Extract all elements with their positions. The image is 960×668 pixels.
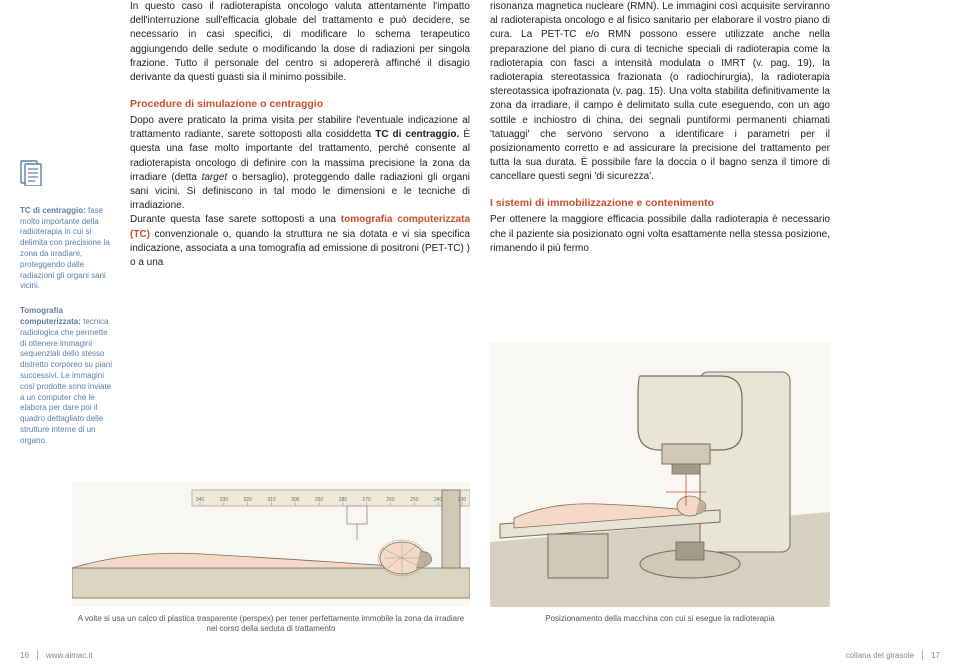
p2-a: Durante questa fase sarete sottoposti a … bbox=[130, 214, 341, 225]
glossary-term-2: Tomografia computerizzata: tecnica radio… bbox=[20, 306, 115, 446]
footer-left: 16 www.aimac.it bbox=[0, 650, 480, 660]
footer-right: collana del girasole 17 bbox=[480, 650, 960, 660]
left-column-text: In questo caso il radioterapista oncolog… bbox=[130, 0, 470, 270]
glossary-term-1: TC di centraggio: fase molto importante … bbox=[20, 206, 115, 292]
p2-b: convenzionale o, quando la struttura ne … bbox=[130, 229, 470, 268]
intro-paragraph: In questo caso il radioterapista oncolog… bbox=[130, 0, 470, 85]
footer-series: collana del girasole bbox=[846, 651, 915, 660]
footer-separator-left bbox=[37, 650, 38, 660]
subheading-simulation: Procedure di simulazione o centraggio bbox=[130, 97, 470, 112]
page-number-16: 16 bbox=[20, 651, 29, 660]
glossary-term-2-title: Tomografia computerizzata: bbox=[20, 306, 81, 326]
sidebar-glossary: TC di centraggio: fase molto importante … bbox=[20, 160, 115, 461]
body-paragraph-3: Per ottenere la maggiore efficacia possi… bbox=[490, 213, 830, 256]
glossary-term-2-body: tecnica radiologica che permette di otte… bbox=[20, 317, 112, 445]
illustration-perspex-mask: 340330320310300290280270260250240230 bbox=[72, 482, 470, 607]
illustration-radiotherapy-machine bbox=[490, 342, 830, 607]
footer-separator-right bbox=[922, 650, 923, 660]
page-spread: TC di centraggio: fase molto importante … bbox=[0, 0, 960, 668]
caption-right: Posizionamento della macchina con cui si… bbox=[490, 614, 830, 624]
body-paragraph-2: Durante questa fase sarete sottoposti a … bbox=[130, 213, 470, 270]
body-paragraph-1: Dopo avere praticato la prima visita per… bbox=[130, 114, 470, 213]
continued-paragraph: risonanza magnetica nucleare (RMN). Le i… bbox=[490, 0, 830, 184]
caption-left: A volte si usa un calco di plastica tras… bbox=[72, 614, 470, 635]
glossary-term-1-body: fase molto importante della radioterapia… bbox=[20, 206, 110, 291]
document-icon bbox=[20, 160, 42, 186]
right-column-text: risonanza magnetica nucleare (RMN). Le i… bbox=[490, 0, 830, 268]
footer-site: www.aimac.it bbox=[46, 651, 93, 660]
page-right: risonanza magnetica nucleare (RMN). Le i… bbox=[480, 0, 960, 668]
page-number-17: 17 bbox=[931, 651, 940, 660]
subheading-immobilization: I sistemi di immobilizzazione e contenim… bbox=[490, 196, 830, 211]
p1-bold: TC di centraggio. bbox=[375, 129, 459, 140]
p1-italic: target bbox=[202, 172, 228, 183]
page-left: TC di centraggio: fase molto importante … bbox=[0, 0, 480, 668]
illustration-machine-svg bbox=[490, 342, 830, 607]
illustration-perspex-svg: 340330320310300290280270260250240230 bbox=[72, 482, 470, 607]
glossary-term-1-title: TC di centraggio: bbox=[20, 206, 86, 215]
